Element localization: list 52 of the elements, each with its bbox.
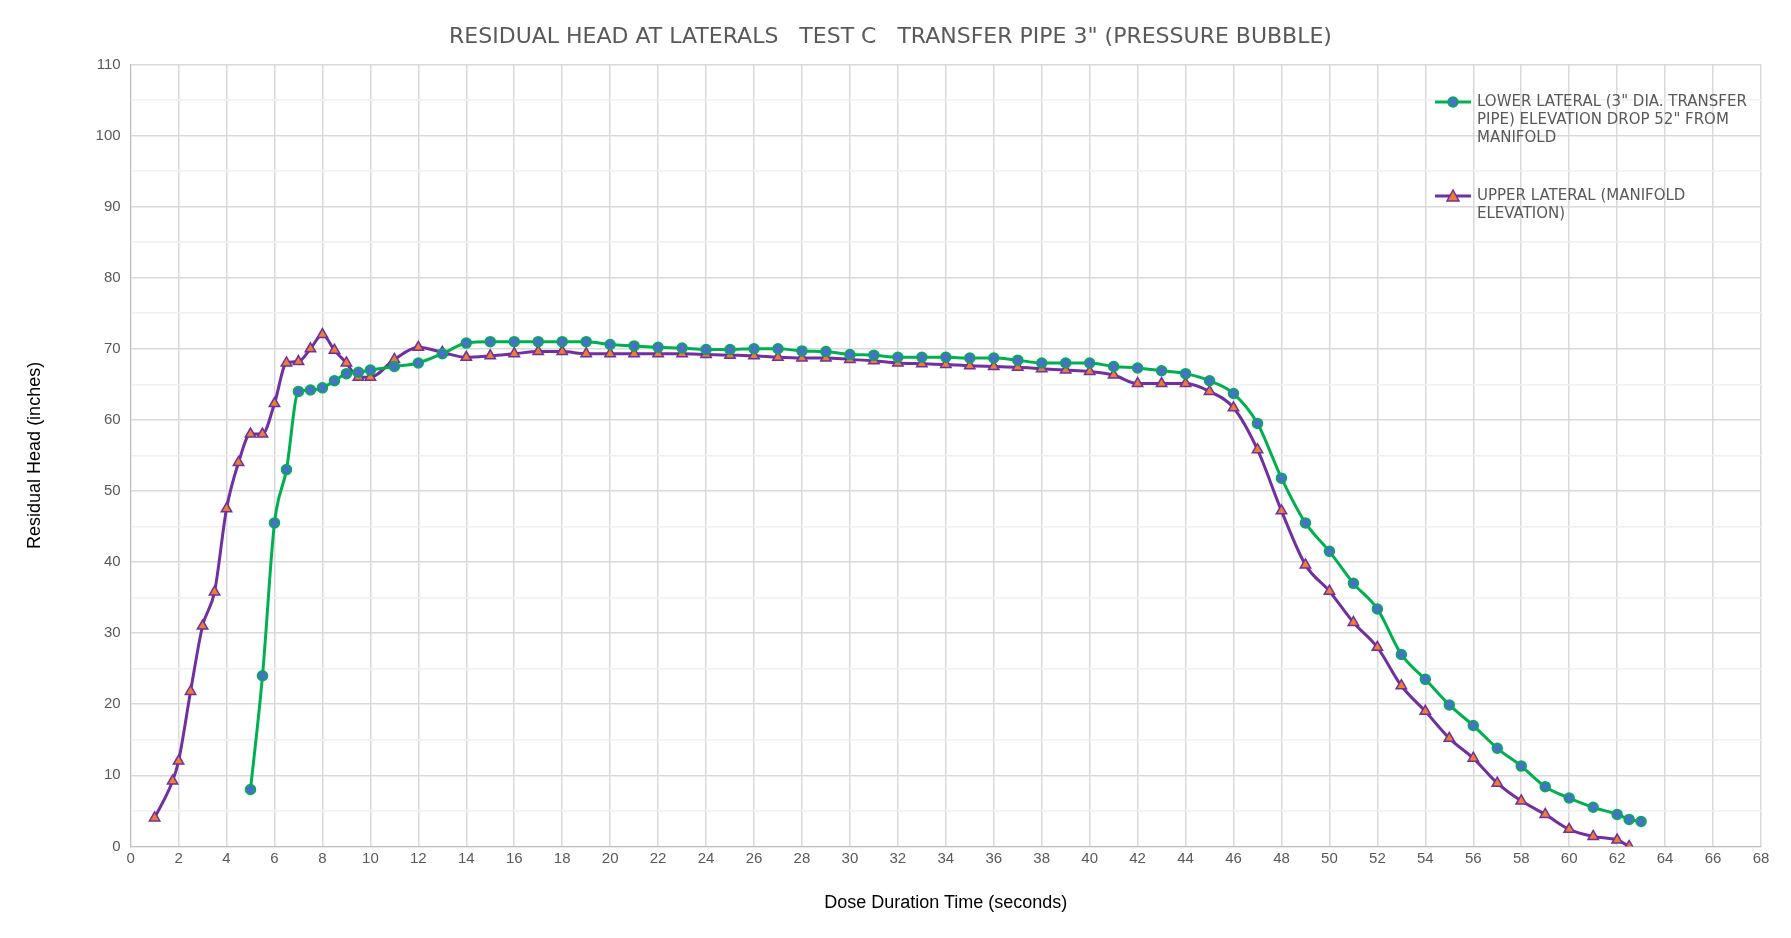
x-axis-title: Dose Duration Time (seconds) — [824, 892, 1068, 913]
x-tick-label: 46 — [1225, 848, 1242, 866]
y-tick-label: 70 — [103, 338, 121, 356]
x-tick-label: 6 — [270, 848, 279, 866]
y-axis-title: Residual Head (inches) — [23, 361, 44, 549]
y-tick-label: 30 — [103, 623, 121, 641]
x-tick-label: 14 — [457, 848, 475, 866]
x-tick-label: 38 — [1033, 848, 1051, 866]
y-tick-label: 10 — [103, 765, 121, 783]
legend-label: UPPER LATERAL (MANIFOLD ELEVATION) — [1477, 186, 1687, 222]
y-tick-label: 0 — [112, 836, 121, 854]
x-tick-label: 60 — [1560, 848, 1578, 866]
y-tick-label: 110 — [96, 54, 121, 72]
x-tick-label: 62 — [1608, 848, 1626, 866]
y-tick-label: 20 — [103, 694, 121, 712]
x-tick-label: 68 — [1752, 848, 1770, 866]
y-tick-label: 60 — [103, 410, 121, 427]
x-tick-label: 48 — [1273, 848, 1290, 866]
y-tick-label: 80 — [103, 267, 121, 285]
x-tick-label: 66 — [1704, 848, 1722, 866]
x-tick-label: 24 — [697, 848, 715, 866]
y-tick-label: 100 — [95, 125, 121, 143]
y-tick-label: 90 — [103, 196, 121, 214]
x-tick-label: 22 — [649, 848, 667, 866]
x-tick-label: 40 — [1081, 848, 1099, 866]
x-tick-label: 20 — [601, 848, 619, 866]
x-tick-label: 44 — [1177, 848, 1194, 866]
x-tick-label: 2 — [174, 848, 183, 866]
x-tick-label: 0 — [126, 848, 135, 866]
x-tick-label: 64 — [1656, 848, 1674, 866]
x-tick-label: 42 — [1129, 848, 1146, 866]
x-tick-label: 12 — [410, 848, 427, 866]
x-tick-label: 26 — [745, 848, 763, 866]
x-tick-label: 54 — [1416, 848, 1434, 866]
x-tick-label: 30 — [841, 848, 859, 866]
x-tick-label: 52 — [1369, 848, 1386, 866]
x-tick-label: 18 — [553, 848, 571, 866]
x-tick-label: 28 — [793, 848, 811, 866]
chart-title: RESIDUAL HEAD AT LATERALS TEST C TRANSFER PIPE 3" (PRESSURE BUBBLE) — [449, 22, 1332, 48]
y-tick-label: 40 — [103, 552, 121, 570]
legend-label: LOWER LATERAL (3" DIA. TRANSFER PIPE) ELEVATION DROP 52" FROM MANIFOLD — [1477, 92, 1748, 146]
y-tick-label: 50 — [103, 481, 121, 499]
x-tick-label: 36 — [985, 848, 1003, 866]
x-tick-label: 8 — [318, 848, 327, 866]
x-tick-label: 50 — [1321, 848, 1338, 866]
x-tick-label: 16 — [505, 848, 523, 866]
x-tick-label: 56 — [1464, 848, 1482, 866]
x-tick-label: 32 — [889, 848, 907, 866]
x-tick-label: 34 — [937, 848, 955, 866]
x-tick-label: 4 — [222, 848, 231, 866]
x-tick-label: 10 — [362, 848, 379, 866]
x-tick-label: 58 — [1512, 848, 1530, 866]
